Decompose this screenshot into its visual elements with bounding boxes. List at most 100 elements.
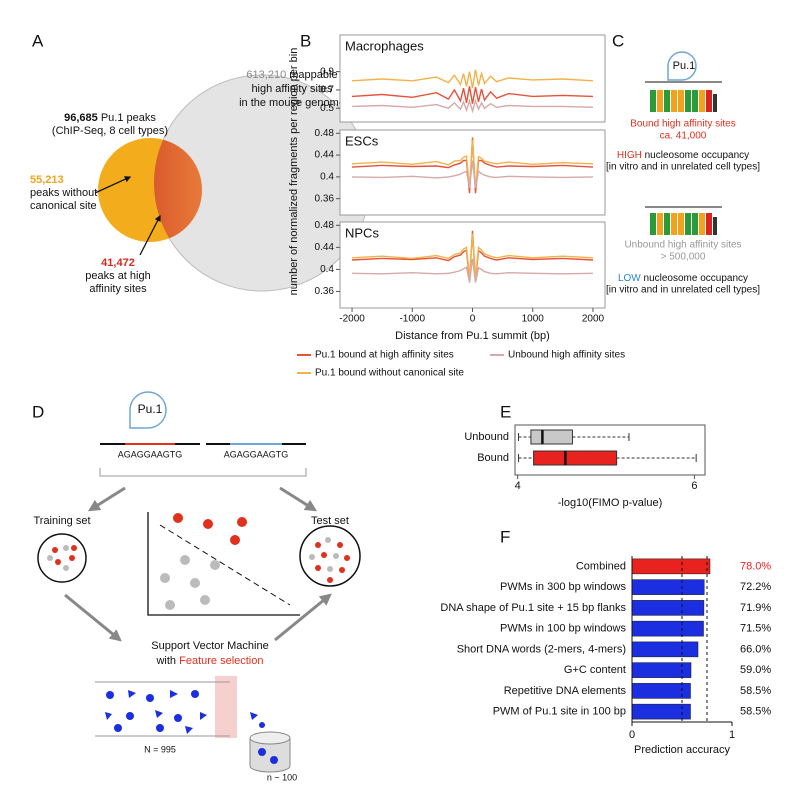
- box: [533, 450, 618, 466]
- sequence: AGAGGAAGTG: [118, 449, 183, 459]
- genome-label: in the mouse genome: [239, 97, 345, 109]
- series-line: [351, 139, 594, 188]
- value-label: 71.9%: [740, 602, 771, 614]
- motif-logo: [650, 213, 717, 235]
- test-dots: [309, 537, 350, 583]
- value-label: 59.0%: [740, 664, 771, 676]
- y-tick-label: 0.44: [315, 150, 335, 161]
- unbound-count: > 500,000: [661, 252, 706, 263]
- x-axis-label: -log10(FIMO p-value): [558, 497, 663, 509]
- panel-label: B: [300, 31, 311, 50]
- series-line: [351, 98, 594, 114]
- svm-label: Support Vector Machine: [151, 640, 268, 652]
- series-line: [351, 160, 594, 188]
- bar: [631, 641, 699, 658]
- chart-title: NPCs: [345, 225, 379, 240]
- bound-occupancy: HIGH nucleosome occupancy: [617, 150, 749, 161]
- overlap: [154, 138, 202, 242]
- category-label: Combined: [576, 560, 626, 572]
- series-line: [351, 69, 594, 89]
- separator: [159, 524, 291, 606]
- venn: 613,210 mappable high affinity sites in …: [30, 69, 371, 295]
- factor: Pu.1: [673, 60, 696, 72]
- svm-label: with Feature selection: [155, 655, 263, 667]
- x-axis-label: Distance from Pu.1 summit (bp): [395, 330, 550, 342]
- bracket: [99, 468, 307, 477]
- panel-label: E: [500, 402, 511, 421]
- y-tick-label: 0.7: [320, 85, 334, 96]
- without-count: 55,213: [30, 174, 64, 186]
- arrow: [94, 176, 132, 194]
- level: LOW: [618, 273, 641, 284]
- text: nucleosome occupancy: [642, 150, 749, 161]
- at-label: peaks at high: [85, 270, 150, 282]
- x-tick-label: -1000: [399, 314, 425, 325]
- motif-logo: [650, 90, 717, 112]
- selected-shapes: [250, 712, 278, 764]
- sequence: AGAGGAAGTG: [224, 449, 289, 459]
- count: 613,210: [246, 69, 286, 81]
- value-label: 58.5%: [740, 685, 771, 697]
- training-dots: [47, 545, 77, 571]
- test-label: Test set: [311, 515, 349, 527]
- scatter-dots: [160, 513, 247, 610]
- y-tick-label: 0.4: [320, 171, 334, 182]
- value-label: 72.2%: [740, 581, 771, 593]
- text: mappable: [286, 69, 337, 81]
- value-label: 78.0%: [740, 560, 771, 572]
- category-label: Bound: [477, 452, 509, 464]
- x-tick-label: 1: [729, 729, 735, 741]
- text: Pu.1 peaks: [98, 112, 157, 124]
- filter-glow: [215, 676, 237, 738]
- panel-label: C: [612, 31, 624, 50]
- series-line: [351, 230, 594, 281]
- y-tick-label: 0.36: [315, 193, 335, 204]
- chart-title: ESCs: [345, 133, 379, 148]
- peaks-label: (ChIP-Seq, 8 cell types): [52, 125, 168, 137]
- panel-label: A: [32, 31, 44, 50]
- factor-icon: [667, 51, 697, 81]
- test-set: [299, 525, 361, 587]
- cylinder: [249, 738, 291, 773]
- legend-label: Unbound high affinity sites: [508, 350, 625, 361]
- axes: [147, 512, 300, 616]
- category-label: PWMs in 100 bp windows: [500, 623, 626, 635]
- factor-icon: [129, 391, 167, 429]
- series-line: [351, 137, 594, 194]
- genome-label: 613,210 mappable: [246, 69, 337, 81]
- box: [530, 429, 573, 445]
- feature: Feature selection: [179, 655, 263, 667]
- bar: [631, 600, 705, 616]
- category-label: Short DNA words (2-mers, 4-mers): [457, 643, 626, 655]
- without-label: canonical site: [30, 200, 97, 212]
- unbound-title: Unbound high affinity sites: [624, 240, 741, 251]
- y-tick-label: 0.48: [315, 128, 335, 139]
- training-label: Training set: [33, 515, 90, 527]
- x-tick-label: 1000: [522, 314, 545, 325]
- x-tick-label: 0: [629, 729, 635, 741]
- genome-label: high affinity sites: [251, 83, 333, 95]
- legend-label: Pu.1 bound without canonical site: [315, 368, 464, 379]
- y-tick-label: 0.5: [320, 103, 334, 114]
- legend-label: Pu.1 bound at high affinity sites: [315, 350, 454, 361]
- bar: [631, 579, 705, 595]
- category-label: G+C content: [564, 664, 626, 676]
- bound-title: Bound high affinity sites: [630, 119, 735, 130]
- x-tick-label: 0: [470, 314, 476, 325]
- factor: Pu.1: [138, 402, 163, 416]
- category-label: PWM of Pu.1 site in 100 bp: [493, 706, 626, 718]
- y-tick-label: 0.9: [320, 66, 334, 77]
- text: nucleosome occupancy: [641, 273, 748, 284]
- panel-label: F: [500, 527, 510, 546]
- count: 96,685: [64, 112, 98, 124]
- feature-shapes: [105, 690, 207, 734]
- bound-count: ca. 41,000: [660, 131, 707, 142]
- y-tick-label: 0.44: [315, 242, 335, 253]
- panel-label: D: [32, 402, 44, 421]
- big-n: N = 995: [144, 744, 176, 754]
- at-count: 41,472: [101, 257, 135, 269]
- without-label: peaks without: [30, 187, 97, 199]
- arrows: [64, 486, 332, 642]
- y-tick-label: 0.36: [315, 286, 335, 297]
